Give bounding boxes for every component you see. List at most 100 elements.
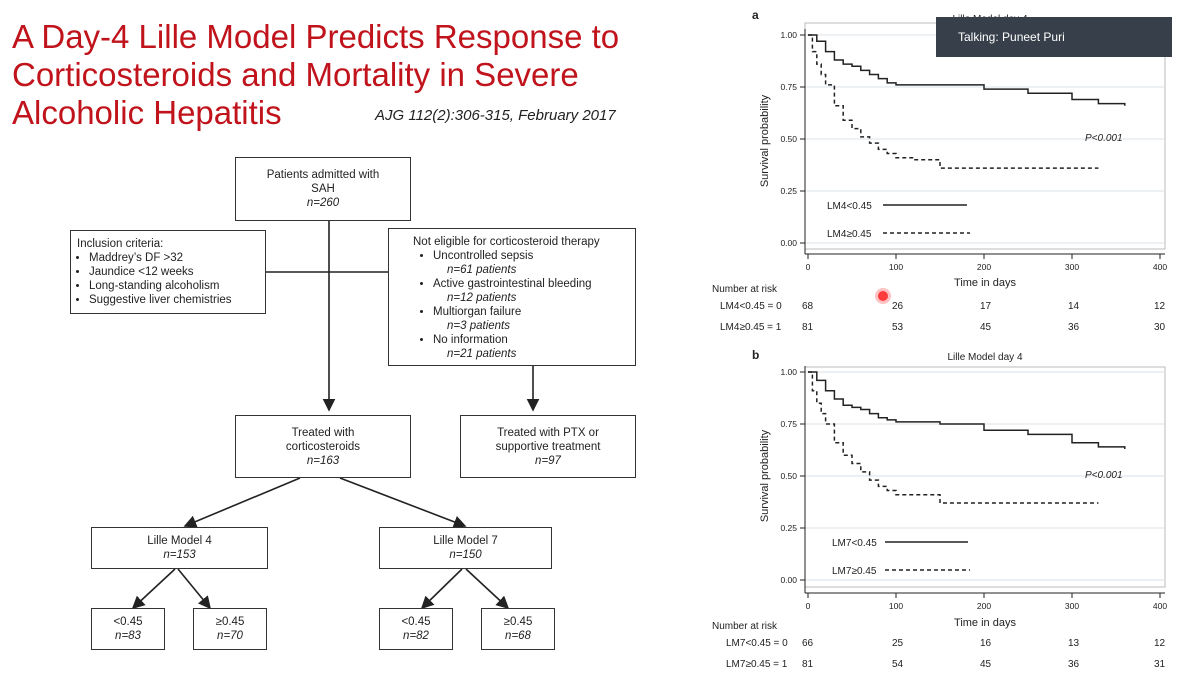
pointer-cursor (878, 291, 888, 301)
risk-value: 68 (802, 301, 814, 312)
risk-value: 45 (980, 322, 992, 333)
risk-value: 36 (1068, 659, 1080, 670)
slide-title: A Day-4 Lille Model Predicts Response to… (12, 18, 712, 132)
treated-ptx-line1: Treated with PTX or (497, 426, 599, 439)
y-tick-label: 0.25 (780, 523, 797, 533)
lille7-n: n=150 (449, 549, 482, 561)
title-line-1: A Day-4 Lille Model Predicts Response to (12, 18, 620, 55)
treated-cs-line2: corticosteroids (285, 440, 361, 453)
risk-value: 31 (1154, 659, 1166, 670)
inclusion-heading: Inclusion criteria: (77, 238, 164, 250)
risk-value: 66 (802, 638, 814, 649)
admitted-line2: SAH (311, 183, 335, 195)
x-tick-label: 300 (1065, 262, 1079, 272)
not-eligible-n: n=61 patients (447, 264, 517, 276)
arrow-lille4-low (131, 568, 176, 610)
panel-b-legend-high: LM7≥0.45 (832, 566, 877, 577)
y-tick-label: 1.00 (780, 367, 797, 377)
risk-row-label: LM7≥0.45 = 1 (726, 659, 788, 670)
panel-a-legend-low: LM4<0.45 (827, 201, 872, 212)
treated-ptx-n: n=97 (535, 454, 561, 467)
risk-value: 14 (1068, 301, 1080, 312)
inclusion-item: Long-standing alcoholism (89, 279, 265, 293)
panel-b: b Lille Model day 4 0.00 0.25 0.50 0.75 1.00… (752, 348, 1167, 629)
title-line-3: Alcoholic Hepatitis (12, 94, 282, 131)
l7-low-label: <0.45 (401, 616, 431, 628)
risk-value: 26 (892, 301, 904, 312)
box-not-eligible: Not eligible for corticosteroid therapy … (388, 228, 636, 366)
panel-b-risk-heading: Number at risk (712, 621, 778, 632)
admitted-n: n=260 (306, 197, 340, 209)
x-tick-label: 100 (889, 601, 903, 611)
lille4-label: Lille Model 4 (147, 535, 212, 547)
box-lille-model-7: Lille Model 7 n=150 (379, 527, 552, 569)
panel-a-axes: 0.00 0.25 0.50 0.75 1.00 0 100 200 300 400 (780, 29, 1167, 272)
not-eligible-n: n=12 patients (447, 292, 517, 304)
x-tick-label: 400 (1153, 262, 1167, 272)
x-tick-label: 200 (977, 262, 991, 272)
arrow-to-lille4 (183, 477, 301, 528)
y-tick-label: 0.00 (780, 238, 797, 248)
y-tick-label: 0.50 (780, 134, 797, 144)
panel-b-title: Lille Model day 4 (947, 352, 1022, 363)
km-curve-high-score (808, 34, 1099, 169)
y-tick-label: 0.75 (780, 419, 797, 429)
km-curve-low-score (808, 34, 1126, 106)
l7-high-label: ≥0.45 (503, 616, 533, 628)
box-lille7-low: <0.45 n=82 (379, 608, 453, 650)
panel-a-letter: a (752, 8, 759, 22)
risk-value: 53 (892, 322, 904, 333)
lille7-label: Lille Model 7 (433, 535, 498, 547)
panel-a-curves (808, 34, 1126, 169)
not-eligible-item: Active gastrointestinal bleeding (433, 277, 635, 291)
l4-low-n: n=83 (115, 630, 141, 642)
panel-a-risk-heading: Number at risk (712, 284, 778, 295)
x-tick-label: 100 (889, 262, 903, 272)
arrow-lille7-high (465, 568, 510, 610)
km-curve-low-score (808, 371, 1126, 449)
l7-high-n: n=68 (505, 630, 531, 642)
arrow-lille4-high (177, 568, 212, 610)
panel-b-xlabel: Time in days (954, 617, 1016, 629)
not-eligible-item: No information (433, 333, 635, 347)
x-tick-label: 0 (806, 601, 811, 611)
not-eligible-n: n=21 patients (447, 348, 517, 360)
x-tick-label: 300 (1065, 601, 1079, 611)
l4-high-label: ≥0.45 (215, 616, 245, 628)
inclusion-item: Jaundice <12 weeks (89, 265, 265, 279)
panel-b-ylabel: Survival probability (759, 429, 771, 522)
y-tick-label: 0.25 (780, 186, 797, 196)
panel-a-legend-high: LM4≥0.45 (827, 229, 872, 240)
treated-cs-line1: Treated with (291, 426, 355, 439)
panel-a-ylabel: Survival probability (759, 94, 771, 187)
x-tick-label: 200 (977, 601, 991, 611)
treated-ptx-line2: supportive treatment (495, 440, 601, 453)
box-lille-model-4: Lille Model 4 n=153 (91, 527, 268, 569)
not-eligible-n: n=3 patients (447, 320, 510, 332)
arrow-lille7-low (420, 568, 463, 610)
inclusion-item: Suggestive liver chemistries (89, 293, 265, 307)
y-tick-label: 0.50 (780, 471, 797, 481)
l4-low-label: <0.45 (113, 616, 143, 628)
risk-value: 81 (802, 659, 814, 670)
arrow-to-lille7 (339, 477, 467, 528)
risk-value: 13 (1068, 638, 1080, 649)
risk-value: 45 (980, 659, 992, 670)
panel-a-xlabel: Time in days (954, 277, 1016, 289)
l7-low-n: n=82 (403, 630, 429, 642)
l4-high-n: n=70 (217, 630, 243, 642)
risk-value: 54 (892, 659, 904, 670)
citation: AJG 112(2):306-315, February 2017 (375, 107, 616, 124)
panel-b-axes: 0.00 0.25 0.50 0.75 1.00 0 100 200 300 400 (780, 366, 1167, 611)
panel-b-curves (808, 371, 1126, 504)
risk-value: 36 (1068, 322, 1080, 333)
not-eligible-heading: Not eligible for corticosteroid therapy (413, 236, 600, 248)
box-admitted: Patients admitted with SAH n=260 (235, 157, 411, 221)
survival-panels: a Lille Model day 4 0.00 0.25 0.50 0.75 1.00… (752, 8, 1167, 629)
panel-b-gridlines (805, 371, 1165, 581)
box-treated-ptx: Treated with PTX or supportive treatment… (460, 415, 636, 478)
risk-value: 12 (1154, 638, 1166, 649)
y-tick-label: 0.00 (780, 575, 797, 585)
box-lille4-high: ≥0.45 n=70 (193, 608, 267, 650)
box-lille7-high: ≥0.45 n=68 (481, 608, 555, 650)
